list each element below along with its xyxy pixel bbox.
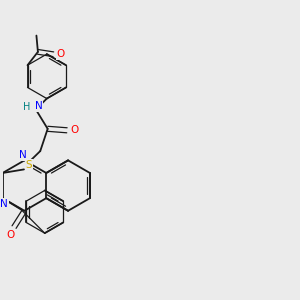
Text: N: N (35, 101, 43, 111)
Text: O: O (70, 125, 79, 135)
Text: S: S (26, 160, 32, 170)
Text: O: O (6, 230, 15, 240)
Text: N: N (19, 150, 27, 160)
Text: O: O (56, 49, 64, 59)
Text: N: N (0, 199, 8, 208)
Text: H: H (23, 103, 31, 112)
